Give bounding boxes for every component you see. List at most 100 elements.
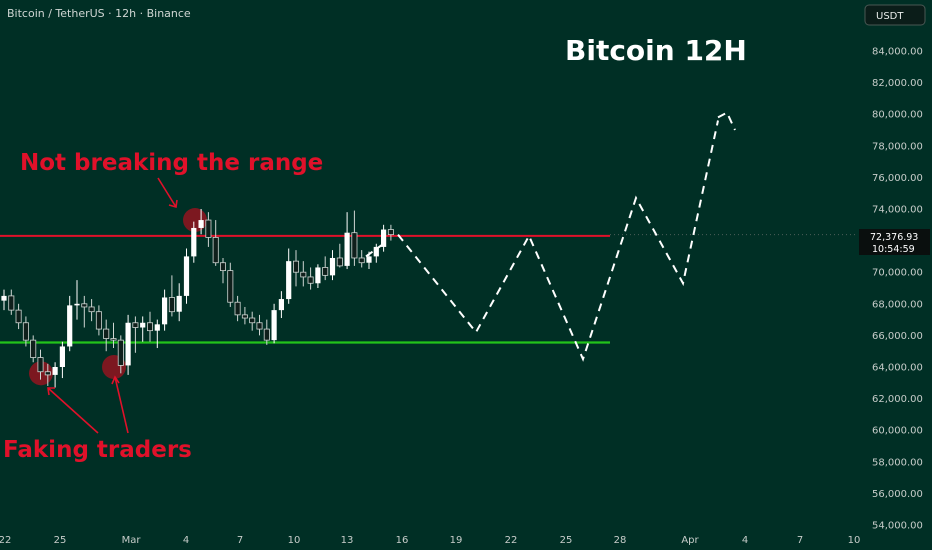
candle-body [162, 297, 168, 325]
candle-body [271, 310, 277, 341]
candle-body [1, 295, 7, 301]
candle-body [103, 328, 110, 339]
candle-body [322, 267, 329, 276]
projection-path-main [397, 120, 719, 362]
candle-body [292, 260, 299, 273]
candle-body [241, 314, 248, 319]
candle-body [81, 303, 88, 308]
annotation-bottom-text: Faking traders [3, 437, 192, 463]
countdown-timer: 10:54:59 [872, 244, 915, 255]
x-tick-label: 7 [237, 535, 243, 546]
x-tick-label: Mar [122, 535, 142, 546]
annotation-top-arrow-head [168, 199, 178, 209]
y-tick-label: 62,000.00 [872, 394, 923, 405]
candles [1, 209, 394, 388]
candle-body [278, 299, 284, 311]
candle-body [30, 339, 37, 358]
candle-body [95, 311, 102, 330]
candle-body [351, 232, 358, 259]
candle-body [373, 246, 379, 257]
x-tick-label: 10 [288, 535, 301, 546]
candle-body [176, 295, 182, 312]
projection-paths [365, 111, 736, 362]
candle-body [140, 322, 146, 328]
y-tick-label: 70,000.00 [872, 268, 923, 279]
last-price-value: 72,376.93 [870, 232, 918, 243]
candle-body [110, 338, 117, 341]
currency-button-frame[interactable] [864, 4, 926, 26]
x-tick-label: 22 [505, 535, 518, 546]
candle-body [44, 371, 51, 376]
y-tick-label: 64,000.00 [872, 363, 923, 374]
y-tick-label: 82,000.00 [872, 78, 923, 89]
candle-body [219, 262, 226, 272]
x-tick-label: 25 [54, 535, 67, 546]
candle-body [67, 305, 73, 347]
y-tick-label: 74,000.00 [872, 205, 923, 216]
candle-body [344, 232, 350, 266]
x-tick-label: 25 [560, 535, 573, 546]
candle-body [227, 270, 234, 303]
x-tick-label: 10 [848, 535, 861, 546]
candle-body [366, 256, 372, 263]
x-axis: 22 25 Mar 4 7 10 13 16 19 22 25 28 Apr 4 7 10 [0, 535, 860, 546]
candle-body [8, 295, 15, 311]
candle-body [300, 271, 307, 278]
y-tick-label: 66,000.00 [872, 331, 923, 342]
candle-body [286, 261, 292, 300]
candle-body [307, 276, 314, 284]
candle-body [154, 324, 160, 331]
last-price-label: 72,376.93 10:54:59 [859, 229, 930, 255]
x-tick-label: 28 [614, 535, 627, 546]
y-tick-label: 78,000.00 [872, 141, 923, 152]
annotation-arrow-left-shaft [47, 387, 99, 434]
candle-body [198, 220, 204, 228]
currency-label[interactable]: USDT [876, 11, 904, 22]
candle-body [146, 322, 153, 332]
candle-body [212, 237, 219, 264]
candle-body [381, 229, 387, 247]
candle-body [387, 229, 394, 236]
annotation-arrow-left-head [47, 387, 55, 396]
x-tick-label: 4 [742, 535, 748, 546]
annotation-top-arrow-shaft [157, 177, 177, 208]
candle-body [329, 257, 336, 276]
annotation-arrow-right-head [111, 375, 120, 385]
annotation-arrow-right-shaft [114, 376, 129, 434]
y-tick-label: 68,000.00 [872, 299, 923, 310]
candle-body [132, 322, 139, 328]
candle-body [183, 256, 190, 296]
candle-body [191, 227, 197, 257]
x-tick-label: Apr [681, 535, 699, 546]
candle-body [74, 303, 80, 306]
candle-body [234, 301, 241, 316]
candle-body [52, 367, 58, 375]
candle-body [205, 219, 212, 238]
x-tick-label: 22 [0, 535, 11, 546]
y-tick-label: 54,000.00 [872, 521, 923, 532]
x-tick-label: 16 [396, 535, 409, 546]
candle-body [88, 306, 95, 313]
candle-body [15, 309, 22, 324]
y-tick-label: 58,000.00 [872, 457, 923, 468]
candle-body [22, 322, 29, 341]
candle-body [358, 257, 365, 264]
chart-title: Bitcoin 12H [565, 34, 747, 67]
currency-button[interactable]: USDT [864, 4, 926, 26]
annotation-bottom: Faking traders [3, 375, 192, 463]
symbol-title: Bitcoin / TetherUS · 12h · Binance [7, 7, 191, 20]
y-tick-label: 80,000.00 [872, 110, 923, 121]
candle-body [59, 346, 65, 367]
candle-body [117, 339, 124, 366]
y-tick-label: 84,000.00 [872, 47, 923, 58]
y-tick-label: 56,000.00 [872, 489, 923, 500]
candle-body [249, 317, 256, 324]
candle-body [125, 322, 131, 366]
annotation-top-text: Not breaking the range [20, 150, 323, 176]
projection-path-short [365, 239, 389, 258]
projection-path-tail [717, 111, 736, 131]
candle-body [263, 328, 270, 341]
